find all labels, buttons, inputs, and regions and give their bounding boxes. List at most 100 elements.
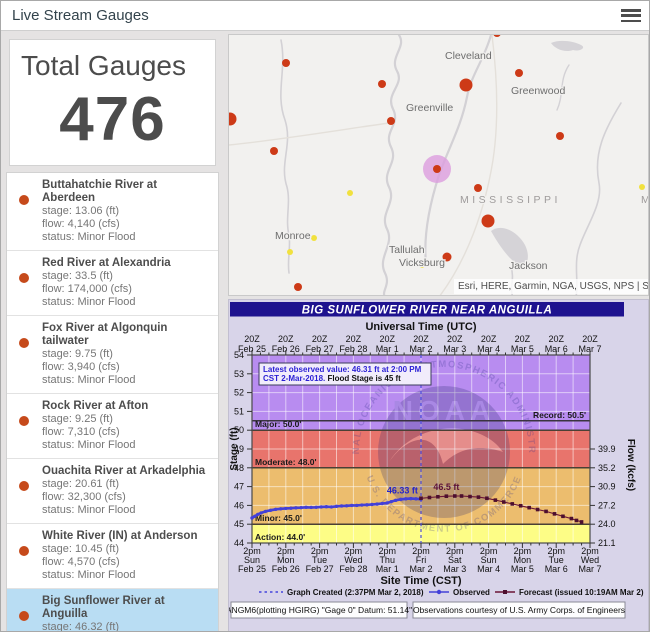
gauge-list: Buttahatchie River at Aberdeen stage: 13.… [6,172,219,632]
gauges-map[interactable]: Cleveland Greenwood Greenville Monroe Tallul… [229,35,649,296]
forecast-series: 46.5 ft [419,482,584,524]
gauge-map-dot[interactable] [287,249,293,255]
gauge-map-dot[interactable] [282,59,290,67]
gauge-map-dot[interactable] [419,262,425,268]
gauge-name: Big Sunflower River at Anguilla [42,595,165,620]
svg-text:Mar 3: Mar 3 [443,564,466,574]
gauge-list-item[interactable]: Buttahatchie River at Aberdeen stage: 13.… [7,173,218,251]
gauge-flow: flow: 7,310 (cfs) [42,426,120,438]
gauge-map-dot[interactable] [311,235,317,241]
gauge-stage: stage: 9.75 (ft) [42,348,113,360]
gauge-map-dot[interactable] [474,184,482,192]
app-header: Live Stream Gauges [1,1,649,31]
menu-button[interactable] [621,9,641,24]
chart-footer: ANGM6(plotting HGIRG) "Gage 0" Datum: 51… [226,601,626,619]
svg-text:35.2: 35.2 [598,463,616,473]
flood-zone-label: Minor: 45.0' [255,513,302,523]
stage-axis-title: Stage (ft) [229,427,240,470]
gauge-map-dot[interactable] [459,78,473,92]
svg-text:30.9: 30.9 [598,482,616,492]
svg-text:Mar 1: Mar 1 [376,564,399,574]
svg-text:Feb 28: Feb 28 [339,344,367,354]
svg-text:20Z: 20Z [515,334,531,344]
hydrograph-panel: BIG SUNFLOWER RIVER NEAR ANGUILLA Univers… [225,292,649,631]
gauge-stage: stage: 10.45 (ft) [42,543,120,555]
svg-text:Fri: Fri [416,555,427,565]
gauge-flow: flow: 4,570 (cfs) [42,556,120,568]
svg-text:Sat: Sat [448,555,462,565]
gauge-list-item[interactable]: Fox River at Algonquin tailwater stage: 9… [7,316,218,394]
map-panel[interactable]: Cleveland Greenwood Greenville Monroe Tallul… [228,34,649,296]
selected-gauge-dot[interactable] [433,165,441,173]
map-water-bodies [491,40,584,266]
gage-datum-note: ANGM6(plotting HGIRG) "Gage 0" Datum: 51… [229,605,412,615]
svg-text:Mon: Mon [277,555,295,565]
gauge-status-dot-icon [19,338,29,348]
gauge-map-dot[interactable] [442,252,452,262]
gauge-map-dot[interactable] [270,147,278,155]
chart-title: BIG SUNFLOWER RIVER NEAR ANGUILLA [302,305,553,317]
svg-text:Mar 3: Mar 3 [443,344,466,354]
svg-text:Graph Created (2:37PM Mar 2, 2: Graph Created (2:37PM Mar 2, 2018) [287,588,424,597]
gauge-status: status: Minor Flood [42,296,136,308]
svg-text:Forecast (issued 10:19AM Mar 2: Forecast (issued 10:19AM Mar 2) [519,588,644,597]
svg-text:52: 52 [234,388,244,398]
latest-observed-annotation: Latest observed value: 46.31 ft at 2:00 … [258,362,432,386]
gauge-map-dot[interactable] [229,112,237,126]
gauge-list-item[interactable]: Red River at Alexandria stage: 33.5 (ft) f… [7,251,218,316]
map-rivers [280,35,622,295]
chart-cst-axis-title: Site Time (CST) [380,575,461,587]
gauge-stage: stage: 9.25 (ft) [42,413,113,425]
gauge-map-dot[interactable] [347,190,353,196]
map-state-label: MISSISSIPPI [460,194,561,206]
svg-text:Observed: Observed [453,588,490,597]
svg-text:Mar 2: Mar 2 [409,344,432,354]
gauge-name: Rock River at Afton [42,400,149,412]
gauge-map-dot[interactable] [515,69,523,77]
forecast-value-label: 46.5 ft [433,482,459,492]
chart-title-bar [230,302,624,317]
gauge-list-item[interactable]: Big Sunflower River at Anguilla stage: 46… [7,589,218,632]
hydrograph-chart: BIG SUNFLOWER RIVER NEAR ANGUILLA Univers… [225,292,644,619]
svg-text:47: 47 [234,482,244,492]
observations-credit-note: Observations courtesy of U.S. Army Corps… [413,605,625,615]
gauge-list-item[interactable]: Rock River at Afton stage: 9.25 (ft) flow:… [7,394,218,459]
gauge-map-dot[interactable] [639,184,645,190]
svg-text:20Z: 20Z [312,334,328,344]
gauge-map-dot[interactable] [493,35,501,37]
svg-text:Mon: Mon [514,555,532,565]
svg-text:Feb 26: Feb 26 [272,344,300,354]
svg-text:2pm: 2pm [412,546,430,556]
svg-text:2pm: 2pm [514,546,532,556]
gauge-map-dot[interactable] [387,117,395,125]
svg-text:Mar 4: Mar 4 [477,564,500,574]
gauge-name: Buttahatchie River at Aberdeen [42,179,158,204]
map-city-label: Cleveland [445,50,492,62]
gauge-status-dot-icon [19,611,29,621]
svg-text:Mar 6: Mar 6 [545,344,568,354]
gauge-flow: flow: 4,140 (cfs) [42,218,120,230]
gauge-name: Ouachita River at Arkadelphia [42,465,206,477]
stage-axis-labels: 44 45 46 47 48 49 50 51 52 53 54 39.9 35.2 30.9 27.2 24… [234,350,616,548]
gauge-status-dot-icon [19,416,29,426]
svg-text:20Z: 20Z [548,334,564,344]
svg-text:20Z: 20Z [244,334,260,344]
svg-text:Mar 2: Mar 2 [409,564,432,574]
gauge-map-dot[interactable] [294,283,302,291]
flood-zone-label: Major: 50.0' [255,419,301,429]
gauge-name: Fox River at Algonquin tailwater [42,322,168,347]
gauge-list-item[interactable]: White River (IN) at Anderson stage: 10.45… [7,524,218,589]
svg-text:2pm: 2pm [547,546,565,556]
gauge-list-item[interactable]: Ouachita River at Arkadelphia stage: 20.6… [7,459,218,524]
gauge-map-dot[interactable] [378,80,386,88]
svg-text:20Z: 20Z [278,334,294,344]
gauge-stage: stage: 46.32 (ft) [42,621,120,632]
gauge-status-dot-icon [19,273,29,283]
svg-text:2pm: 2pm [480,546,498,556]
gauge-map-dot[interactable] [556,132,564,140]
svg-text:51: 51 [234,406,244,416]
gauge-map-dot[interactable] [481,214,495,228]
svg-text:CST 2-Mar-2018. Flood Stage i: CST 2-Mar-2018. Flood Stage is 45 ft [263,374,401,383]
